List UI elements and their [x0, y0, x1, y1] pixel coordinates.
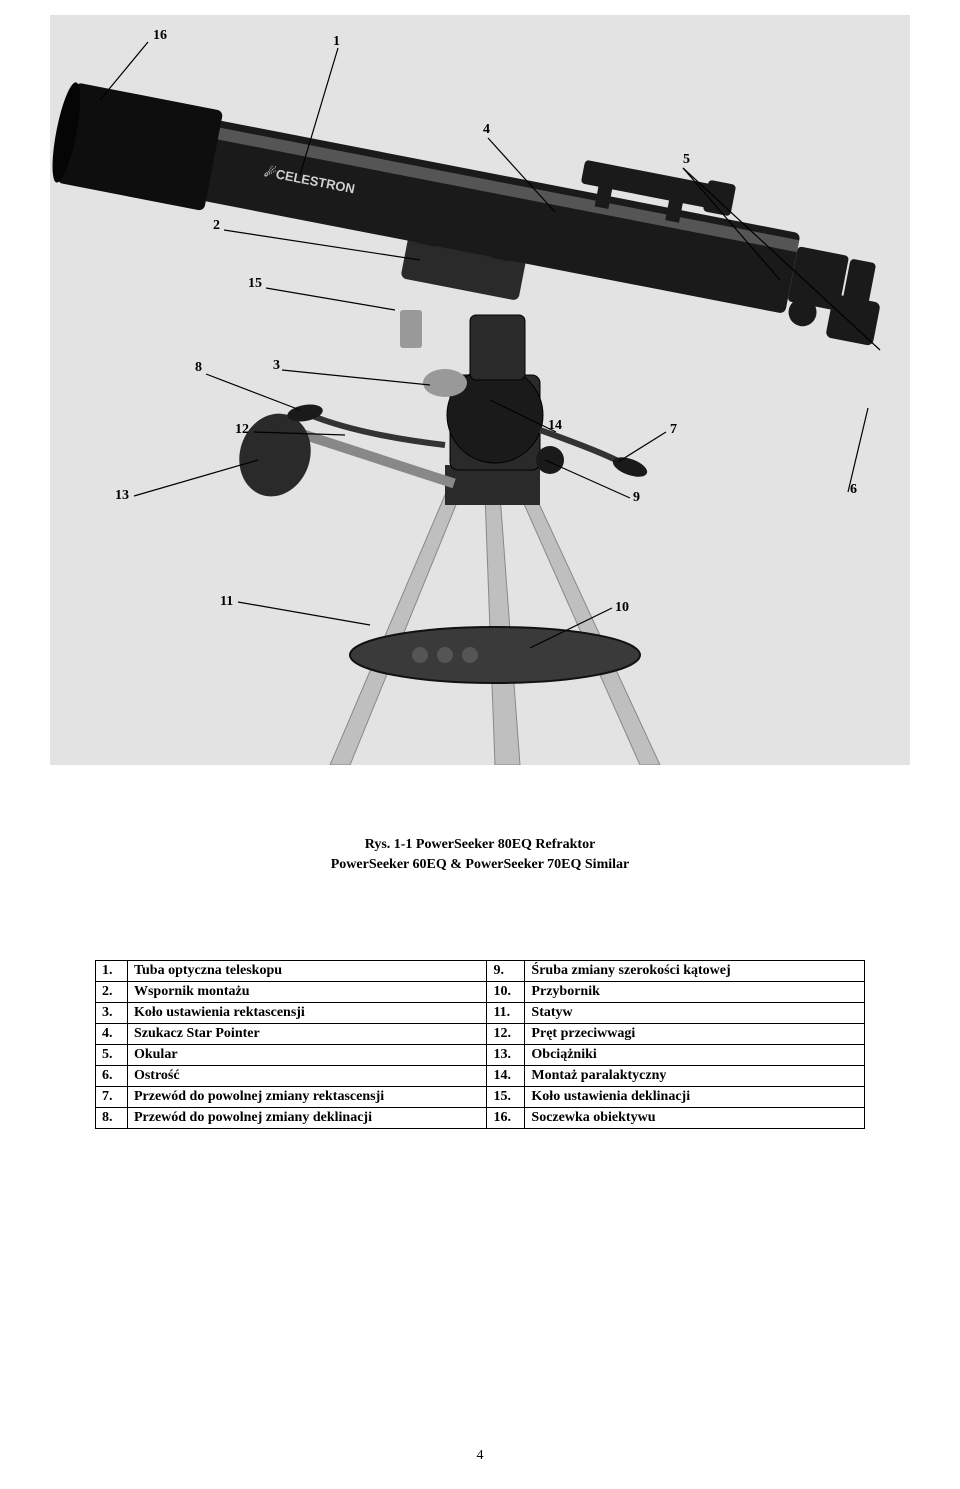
caption-line1: Rys. 1-1 PowerSeeker 80EQ Refraktor	[365, 837, 596, 852]
row-num-right: 15.	[487, 1087, 525, 1108]
row-num-left: 3.	[96, 1003, 128, 1024]
callout-10: 10	[615, 600, 629, 616]
parts-table: 1.Tuba optyczna teleskopu9.Śruba zmiany …	[95, 960, 865, 1129]
caption-line2: PowerSeeker 60EQ & PowerSeeker 70EQ Simi…	[331, 857, 629, 872]
row-label-left: Wspornik montażu	[127, 982, 486, 1003]
row-num-left: 8.	[96, 1108, 128, 1129]
callout-8: 8	[195, 360, 202, 376]
callout-4: 4	[483, 122, 490, 138]
row-num-left: 5.	[96, 1045, 128, 1066]
table-row: 6.Ostrość14.Montaż paralaktyczny	[96, 1066, 865, 1087]
row-num-right: 9.	[487, 961, 525, 982]
row-num-right: 10.	[487, 982, 525, 1003]
row-label-right: Pręt przeciwwagi	[525, 1024, 865, 1045]
row-num-left: 7.	[96, 1087, 128, 1108]
row-label-left: Tuba optyczna teleskopu	[127, 961, 486, 982]
row-label-left: Ostrość	[127, 1066, 486, 1087]
table-row: 2.Wspornik montażu10.Przybornik	[96, 982, 865, 1003]
figure-caption: Rys. 1-1 PowerSeeker 80EQ Refraktor Powe…	[0, 835, 960, 874]
callout-7: 7	[670, 422, 677, 438]
telescope-illustration: ☄CELESTRON	[50, 15, 910, 765]
row-num-left: 1.	[96, 961, 128, 982]
callout-6: 6	[850, 482, 857, 498]
row-num-left: 2.	[96, 982, 128, 1003]
callout-9: 9	[633, 490, 640, 506]
page-number: 4	[0, 1448, 960, 1464]
row-label-right: Montaż paralaktyczny	[525, 1066, 865, 1087]
table-row: 4.Szukacz Star Pointer12.Pręt przeciwwag…	[96, 1024, 865, 1045]
row-num-right: 11.	[487, 1003, 525, 1024]
table-row: 5.Okular13.Obciążniki	[96, 1045, 865, 1066]
parts-table-container: 1.Tuba optyczna teleskopu9.Śruba zmiany …	[95, 960, 865, 1129]
table-row: 7.Przewód do powolnej zmiany rektascensj…	[96, 1087, 865, 1108]
callout-2: 2	[213, 218, 220, 234]
row-label-right: Statyw	[525, 1003, 865, 1024]
row-label-left: Koło ustawienia rektascensji	[127, 1003, 486, 1024]
table-row: 8.Przewód do powolnej zmiany deklinacji1…	[96, 1108, 865, 1129]
row-num-right: 12.	[487, 1024, 525, 1045]
row-label-right: Koło ustawienia deklinacji	[525, 1087, 865, 1108]
callout-15: 15	[248, 276, 262, 292]
callout-16: 16	[153, 28, 167, 44]
row-num-right: 14.	[487, 1066, 525, 1087]
table-row: 3.Koło ustawienia rektascensji11.Statyw	[96, 1003, 865, 1024]
row-label-left: Przewód do powolnej zmiany rektascensji	[127, 1087, 486, 1108]
table-row: 1.Tuba optyczna teleskopu9.Śruba zmiany …	[96, 961, 865, 982]
row-num-right: 16.	[487, 1108, 525, 1129]
row-num-right: 13.	[487, 1045, 525, 1066]
callout-11: 11	[220, 594, 233, 610]
row-num-left: 6.	[96, 1066, 128, 1087]
diagram-area: ☄CELESTRON 16 1 4 5 2 15 3 8 12 13 14 7 …	[0, 0, 960, 820]
callout-5: 5	[683, 152, 690, 168]
row-label-left: Okular	[127, 1045, 486, 1066]
row-num-left: 4.	[96, 1024, 128, 1045]
callout-3: 3	[273, 358, 280, 374]
row-label-left: Przewód do powolnej zmiany deklinacji	[127, 1108, 486, 1129]
callout-12: 12	[235, 422, 249, 438]
callout-14: 14	[548, 418, 562, 434]
row-label-right: Przybornik	[525, 982, 865, 1003]
callout-13: 13	[115, 488, 129, 504]
row-label-left: Szukacz Star Pointer	[127, 1024, 486, 1045]
callout-1: 1	[333, 34, 340, 50]
row-label-right: Obciążniki	[525, 1045, 865, 1066]
row-label-right: Soczewka obiektywu	[525, 1108, 865, 1129]
row-label-right: Śruba zmiany szerokości kątowej	[525, 961, 865, 982]
